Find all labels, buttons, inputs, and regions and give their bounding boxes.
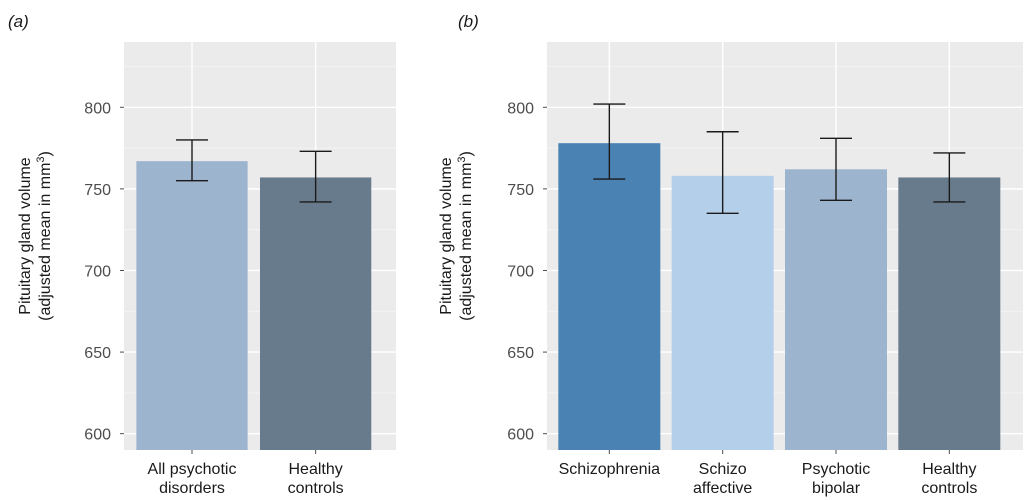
bar (558, 143, 661, 450)
y-tick-label: 800 (84, 100, 111, 117)
chart-panel-b: 600 650 700 750 800 Schizophrenia Schizo affect… (438, 12, 1023, 497)
y-tick-label: 650 (507, 345, 534, 362)
y-axis-title: Pituitary gland volume (438, 157, 455, 315)
y-axis-title: Pituitary gland volume (17, 157, 34, 315)
y-tick-label: 650 (84, 345, 111, 362)
bar (671, 175, 774, 450)
y-tick-label: 750 (507, 182, 534, 199)
panel-label: (b) (458, 12, 479, 31)
bar (785, 169, 887, 450)
y-tick-label: 600 (84, 427, 111, 444)
y-tick-label: 700 (84, 263, 111, 280)
x-tick-label: Healthy controls (921, 461, 977, 497)
x-tick-label: Schizophrenia (559, 461, 661, 478)
y-tick-label: 750 (84, 182, 111, 199)
y-tick-label: 600 (507, 427, 534, 444)
panel-label: (a) (8, 12, 29, 31)
bar (898, 177, 1001, 450)
bar (260, 177, 372, 450)
x-tick-label: Schizo affective (693, 461, 752, 497)
y-axis-title-line2: (adjusted mean in mm3) (456, 151, 475, 321)
y-tick-label: 800 (507, 100, 534, 117)
x-tick-label: All psychotic disorders (148, 461, 237, 497)
x-tick-label: Healthy controls (288, 461, 344, 497)
chart-panel-a: 600 650 700 750 800 All psychotic disorders Hea… (8, 12, 396, 497)
y-tick-label: 700 (507, 263, 534, 280)
bar (136, 161, 248, 451)
x-tick-label: Psychotic bipolar (802, 461, 870, 497)
y-axis-title-line2: (adjusted mean in mm3) (35, 151, 54, 321)
